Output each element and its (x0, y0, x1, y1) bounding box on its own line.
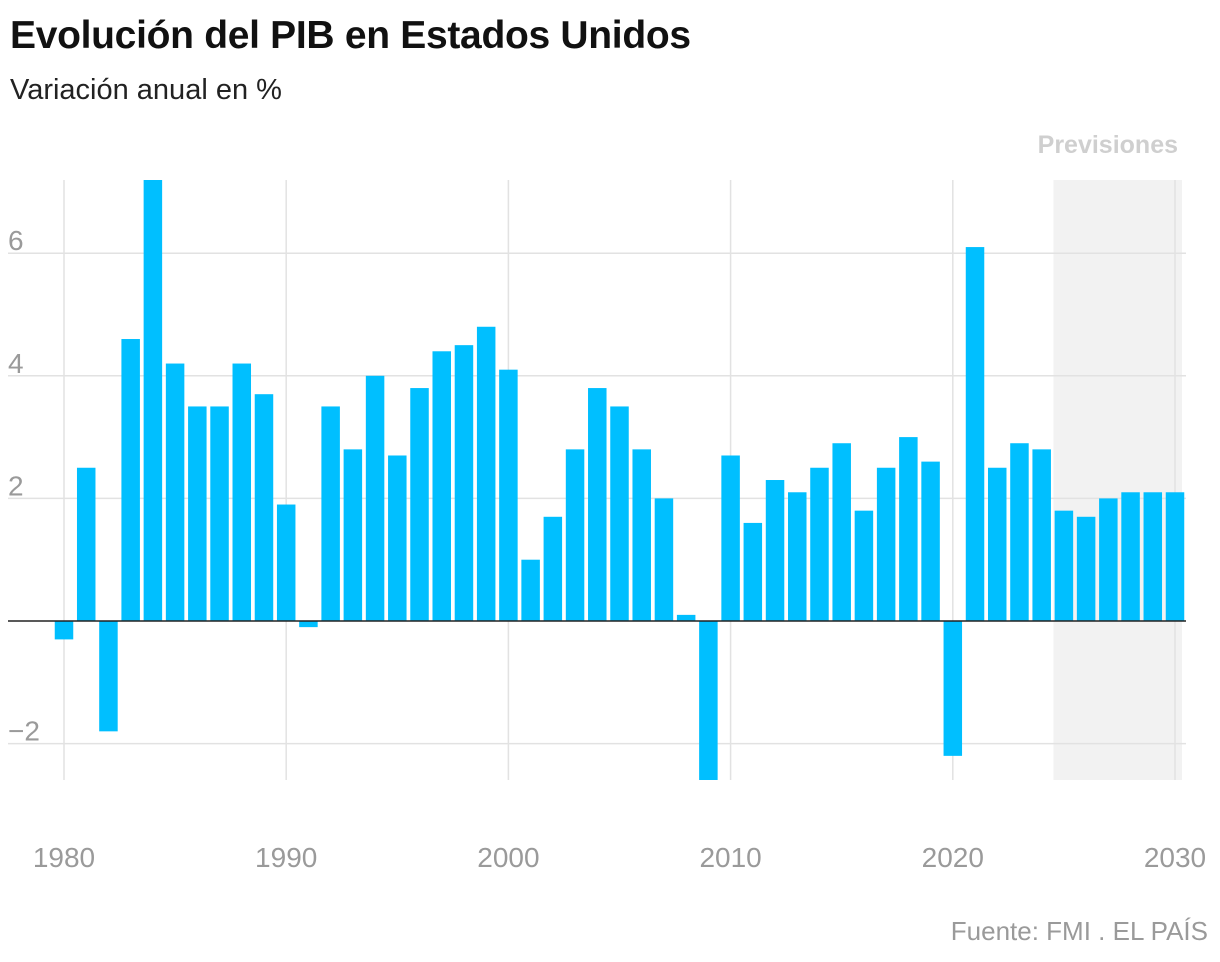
bar (143, 180, 163, 621)
bar (699, 621, 718, 780)
bar (321, 406, 340, 621)
bar (99, 621, 118, 732)
bar (165, 363, 185, 621)
forecast-region (1053, 180, 1182, 780)
bar (1143, 492, 1163, 621)
bar (765, 480, 785, 621)
bar (832, 443, 851, 621)
bar (943, 621, 963, 756)
bar (299, 621, 318, 628)
bar (388, 455, 407, 621)
bar (188, 406, 207, 621)
bar (654, 498, 674, 621)
bar (854, 510, 874, 621)
bar (632, 449, 651, 621)
bar (899, 437, 918, 621)
bar (1076, 516, 1096, 621)
bar (121, 339, 140, 621)
bar (343, 449, 363, 621)
y-tick-label: 6 (8, 225, 24, 256)
x-tick-label: 2020 (922, 842, 984, 873)
bar (76, 467, 96, 621)
bar (543, 516, 563, 621)
y-tick-label: −2 (8, 716, 40, 747)
bar (254, 394, 274, 621)
bar (810, 467, 829, 621)
bar (1165, 492, 1185, 621)
source-note: Fuente: FMI . EL PAÍS (950, 916, 1208, 946)
forecast-label: Previsiones (1038, 131, 1178, 159)
bar (499, 369, 518, 621)
bar (876, 467, 896, 621)
bar (921, 461, 940, 621)
bar (365, 375, 385, 621)
bar (610, 406, 629, 621)
bar (521, 559, 540, 621)
x-tick-label: 1990 (255, 842, 317, 873)
bar (788, 492, 807, 621)
bar (965, 247, 985, 621)
x-tick-label: 2010 (699, 842, 761, 873)
bar (410, 388, 429, 621)
bar (1010, 443, 1029, 621)
bar (476, 326, 496, 621)
bar (1099, 498, 1118, 621)
bar (565, 449, 585, 621)
bar (210, 406, 229, 621)
bar (1032, 449, 1051, 621)
chart-subtitle: Variación anual en % (10, 74, 282, 106)
y-tick-label: 2 (8, 470, 24, 501)
bar (276, 504, 296, 621)
chart-title: Evolución del PIB en Estados Unidos (10, 14, 691, 57)
bar (987, 467, 1007, 621)
y-tick-label: 4 (8, 348, 24, 379)
bar (454, 345, 474, 621)
bar (676, 614, 696, 621)
bar (54, 621, 74, 640)
x-tick-label: 2000 (477, 842, 539, 873)
bar (232, 363, 252, 621)
x-tick-label: 1980 (33, 842, 95, 873)
x-tick-label: 2030 (1144, 842, 1206, 873)
bar (1121, 492, 1140, 621)
bar (588, 388, 607, 621)
bar (1054, 510, 1074, 621)
bar (721, 455, 740, 621)
bar (743, 522, 763, 621)
bar (432, 351, 451, 621)
